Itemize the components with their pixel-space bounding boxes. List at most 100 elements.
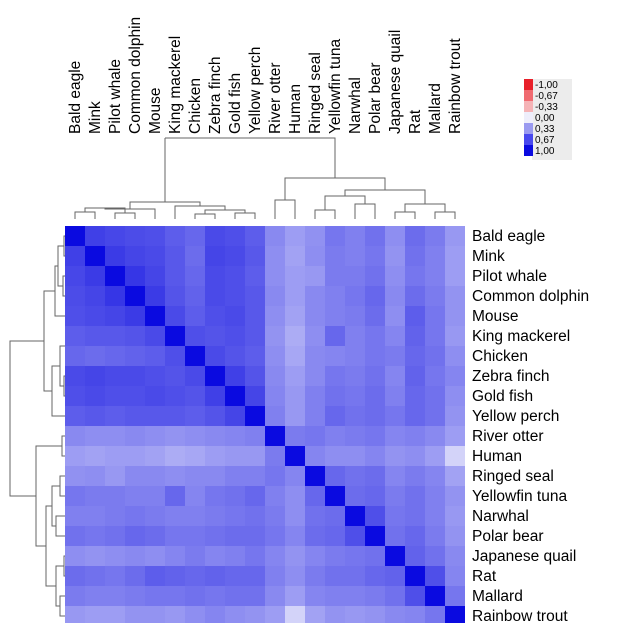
heatmap-cell-yellowfin-tuna-river-otter [265,486,285,506]
heatmap-cell-rat-zebra-finch [205,566,225,586]
heatmap-cell-bald-eagle-narwhal [345,226,365,246]
heatmap-cell-mouse-bald-eagle [65,306,85,326]
heatmap-cell-narwhal-river-otter [265,506,285,526]
heatmap-cell-yellowfin-tuna-human [285,486,305,506]
heatmap-cell-yellow-perch-king-mackerel [165,406,185,426]
heatmap-cell-chicken-gold-fish [225,346,245,366]
heatmap-cell-king-mackerel-bald-eagle [65,326,85,346]
heatmap-cell-ringed-seal-rainbow-trout [445,466,465,486]
heatmap-cell-japanese-quail-human [285,546,305,566]
heatmap-cell-pilot-whale-rainbow-trout [445,266,465,286]
heatmap-cell-narwhal-rat [405,506,425,526]
heatmap-cell-human-gold-fish [225,446,245,466]
column-label-gold-fish: Gold fish [227,73,244,134]
heatmap-cell-mallard-human [285,586,305,606]
row-label-rat: Rat [472,568,497,585]
heatmap-cell-mink-human [285,246,305,266]
heatmap-cell-bald-eagle-gold-fish [225,226,245,246]
heatmap-cell-yellow-perch-common-dolphin [125,406,145,426]
heatmap-cell-ringed-seal-yellow-perch [245,466,265,486]
heatmap-cell-japanese-quail-japanese-quail [385,546,405,566]
heatmap-cell-polar-bear-human [285,526,305,546]
heatmap-cell-mink-rainbow-trout [445,246,465,266]
row-label-pilot-whale: Pilot whale [472,268,547,285]
heatmap-cell-gold-fish-rainbow-trout [445,386,465,406]
heatmap-cell-japanese-quail-bald-eagle [65,546,85,566]
heatmap-cell-rainbow-trout-narwhal [345,606,365,623]
heatmap-cell-mouse-mink [85,306,105,326]
heatmap-cell-human-mallard [425,446,445,466]
heatmap-cell-chicken-human [285,346,305,366]
heatmap-cell-yellow-perch-zebra-finch [205,406,225,426]
heatmap-cell-chicken-mouse [145,346,165,366]
heatmap-cell-yellowfin-tuna-rainbow-trout [445,486,465,506]
heatmap-cell-mallard-pilot-whale [105,586,125,606]
heatmap-cell-zebra-finch-king-mackerel [165,366,185,386]
heatmap-cell-human-pilot-whale [105,446,125,466]
heatmap-cell-chicken-zebra-finch [205,346,225,366]
heatmap-cell-yellowfin-tuna-yellowfin-tuna [325,486,345,506]
heatmap-cell-river-otter-yellowfin-tuna [325,426,345,446]
heatmap-cell-human-human [285,446,305,466]
column-label-zebra-finch: Zebra finch [207,56,224,134]
heatmap-cell-gold-fish-polar-bear [365,386,385,406]
heatmap-cell-yellowfin-tuna-ringed-seal [305,486,325,506]
heatmap-cell-zebra-finch-mink [85,366,105,386]
heatmap-cell-king-mackerel-pilot-whale [105,326,125,346]
heatmap-cell-mallard-zebra-finch [205,586,225,606]
heatmap-cell-polar-bear-pilot-whale [105,526,125,546]
heatmap-cell-yellow-perch-japanese-quail [385,406,405,426]
heatmap-cell-mallard-common-dolphin [125,586,145,606]
heatmap-cell-zebra-finch-river-otter [265,366,285,386]
heatmap-cell-king-mackerel-mouse [145,326,165,346]
heatmap-cell-mink-river-otter [265,246,285,266]
heatmap-cell-ringed-seal-king-mackerel [165,466,185,486]
heatmap-cell-ringed-seal-japanese-quail [385,466,405,486]
heatmap-cell-bald-eagle-ringed-seal [305,226,325,246]
heatmap-cell-narwhal-zebra-finch [205,506,225,526]
heatmap-cell-mouse-king-mackerel [165,306,185,326]
heatmap-cell-chicken-polar-bear [365,346,385,366]
heatmap-cell-rat-yellow-perch [245,566,265,586]
heatmap-cell-mouse-zebra-finch [205,306,225,326]
heatmap-cell-king-mackerel-rainbow-trout [445,326,465,346]
heatmap-cell-king-mackerel-zebra-finch [205,326,225,346]
heatmap-cell-king-mackerel-human [285,326,305,346]
heatmap-cell-rat-human [285,566,305,586]
heatmap-cell-mink-mink [85,246,105,266]
heatmap-cell-gold-fish-chicken [185,386,205,406]
heatmap-cell-rainbow-trout-rat [405,606,425,623]
heatmap-cell-pilot-whale-king-mackerel [165,266,185,286]
heatmap-cell-human-japanese-quail [385,446,405,466]
heatmap-cell-mink-bald-eagle [65,246,85,266]
heatmap-cell-common-dolphin-japanese-quail [385,286,405,306]
heatmap-cell-polar-bear-gold-fish [225,526,245,546]
heatmap-cell-yellowfin-tuna-chicken [185,486,205,506]
heatmap-cell-japanese-quail-mallard [425,546,445,566]
heatmap-cell-yellowfin-tuna-zebra-finch [205,486,225,506]
heatmap-cell-rat-gold-fish [225,566,245,586]
heatmap-cell-ringed-seal-gold-fish [225,466,245,486]
column-label-polar-bear: Polar bear [367,62,384,134]
heatmap-cell-gold-fish-mouse [145,386,165,406]
column-label-mink: Mink [87,101,104,134]
heatmap-cell-mallard-polar-bear [365,586,385,606]
heatmap-cell-pilot-whale-rat [405,266,425,286]
heatmap-cell-human-bald-eagle [65,446,85,466]
heatmap-cell-mink-ringed-seal [305,246,325,266]
heatmap-cell-mouse-rat [405,306,425,326]
heatmap-cell-gold-fish-mink [85,386,105,406]
heatmap-cell-king-mackerel-rat [405,326,425,346]
heatmap-cell-rat-yellowfin-tuna [325,566,345,586]
row-label-mouse: Mouse [472,308,519,325]
row-label-mink: Mink [472,248,505,265]
heatmap-cell-rainbow-trout-zebra-finch [205,606,225,623]
heatmap-cell-pilot-whale-pilot-whale [105,266,125,286]
heatmap-cell-gold-fish-rat [405,386,425,406]
heatmap-cell-pilot-whale-common-dolphin [125,266,145,286]
heatmap-cell-mink-yellow-perch [245,246,265,266]
heatmap-cell-bald-eagle-rainbow-trout [445,226,465,246]
heatmap-cell-human-yellow-perch [245,446,265,466]
heatmap-cell-common-dolphin-ringed-seal [305,286,325,306]
heatmap-cell-mink-common-dolphin [125,246,145,266]
